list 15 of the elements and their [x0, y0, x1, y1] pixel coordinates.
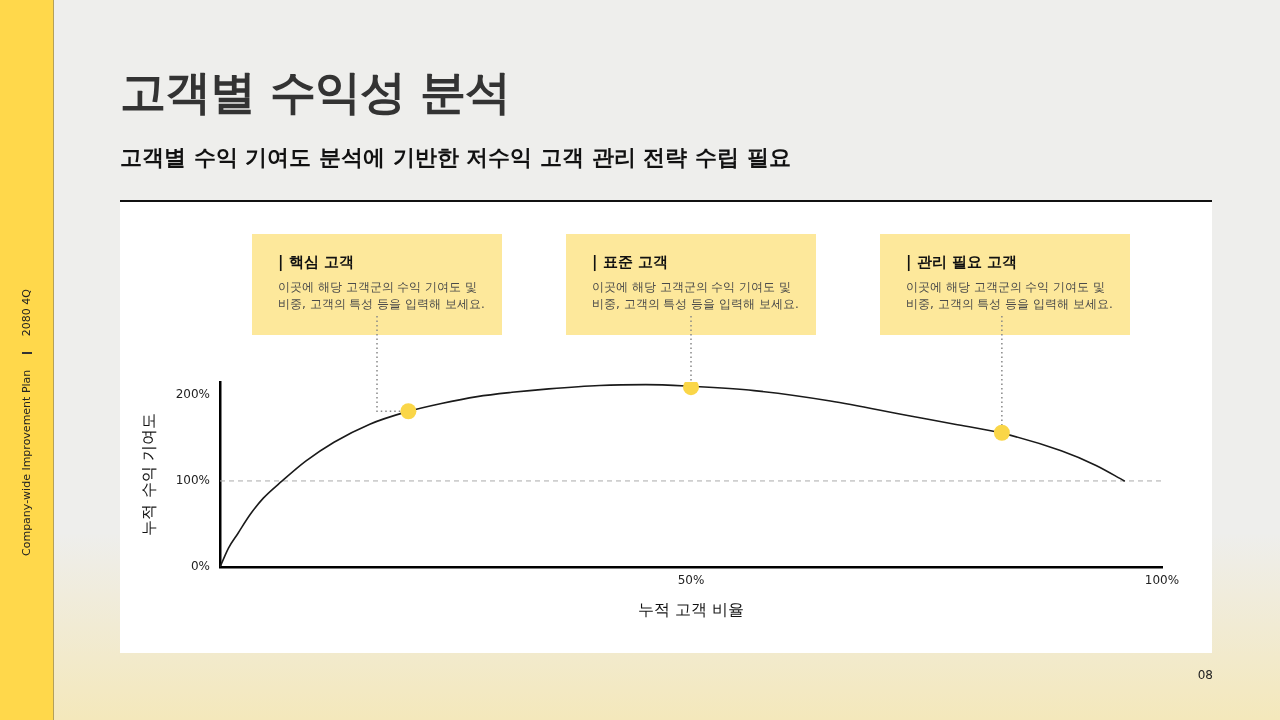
line-series: [220, 383, 1126, 567]
annotation: | 관리 필요 고객 이곳에 해당 고객군의 수익 기여도 및 비중, 고객의 특성 등을 입력해 보세요.: [906, 252, 1113, 312]
y-tick-label: 100%: [175, 473, 210, 488]
text: Company-wide Improvement Plan: [20, 369, 34, 556]
annotation: | 핵심 고객 이곳에 해당 고객군의 수익 기여도 및 비중, 고객의 특성 등을 입력해 보세요.: [278, 252, 485, 312]
text: 2080 4Q: [20, 289, 34, 337]
y-tick-label: 200%: [175, 387, 210, 402]
y-axis-title: 누적 수익 기여도: [138, 413, 158, 536]
x-axis-title: 누적 고객 비율: [637, 599, 745, 619]
annotation: | 표준 고객 이곳에 해당 고객군의 수익 기여도 및 비중, 고객의 특성 등을 입력해 보세요.: [592, 252, 799, 312]
chart-subtitle: 고객별 수익 기여도 분석에 기반한 저수익 고객 관리 전략 수립 필요: [120, 145, 791, 172]
chart-title: 고객별 수익성 분석: [120, 65, 511, 121]
y-tick-label: 0%: [190, 559, 210, 574]
text: 08: [1197, 667, 1213, 683]
x-tick-label: 50%: [677, 573, 705, 588]
